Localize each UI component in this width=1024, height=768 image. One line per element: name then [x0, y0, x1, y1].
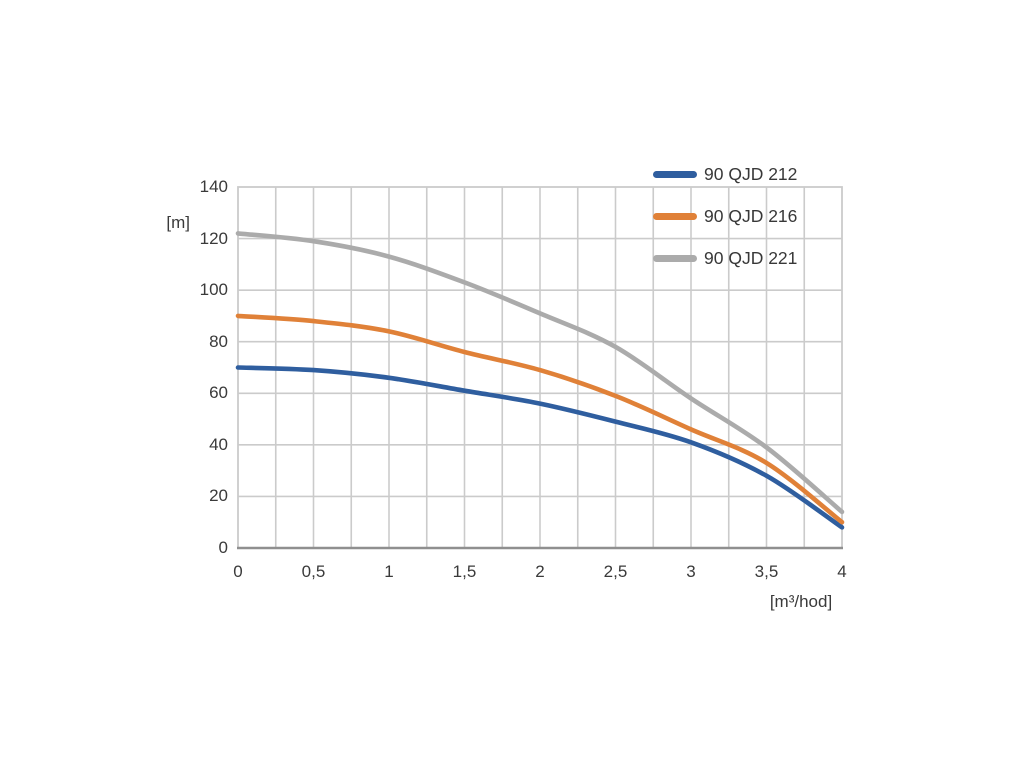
y-tick-label: 0 — [218, 538, 228, 557]
x-tick-label: 0,5 — [301, 562, 326, 581]
legend: 90 QJD 212 90 QJD 216 90 QJD 221 — [653, 153, 797, 279]
x-axis-unit-label: [m³/hod] — [769, 592, 833, 611]
x-tick-label: 2 — [535, 562, 545, 581]
curve-90-qjd-221 — [235, 231, 845, 515]
x-tick-label: 1,5 — [452, 562, 477, 581]
x-tick-label: 2,5 — [603, 562, 628, 581]
y-axis-unit-label: [m] — [166, 213, 190, 232]
legend-label: 90 QJD 212 — [704, 163, 798, 184]
x-tick-label: 3 — [686, 562, 696, 581]
y-tick-label: 20 — [209, 486, 228, 506]
curve-90-qjd-216 — [235, 313, 845, 525]
y-tick-label: 120 — [199, 228, 228, 248]
y-tick-label: 40 — [209, 434, 228, 454]
x-tick-label: 4 — [837, 562, 847, 581]
x-tick-label: 1 — [384, 562, 394, 581]
legend-item: 90 QJD 216 — [653, 195, 797, 237]
y-tick-label: 60 — [209, 383, 228, 403]
legend-label: 90 QJD 216 — [704, 205, 798, 226]
legend-line-swatch-orange — [653, 212, 697, 220]
y-tick-label: 100 — [199, 280, 228, 300]
curve-90-qjd-212 — [235, 365, 845, 530]
legend-item: 90 QJD 221 — [653, 237, 797, 279]
y-tick-label: 80 — [209, 331, 228, 351]
legend-item: 90 QJD 212 — [653, 153, 797, 195]
x-tick-label: 3,5 — [754, 562, 779, 581]
legend-label: 90 QJD 221 — [704, 247, 798, 268]
x-tick-label: 0 — [233, 562, 243, 581]
legend-line-swatch-blue — [653, 170, 697, 178]
y-tick-label: 140 — [199, 177, 228, 196]
legend-line-swatch-gray — [653, 254, 697, 262]
